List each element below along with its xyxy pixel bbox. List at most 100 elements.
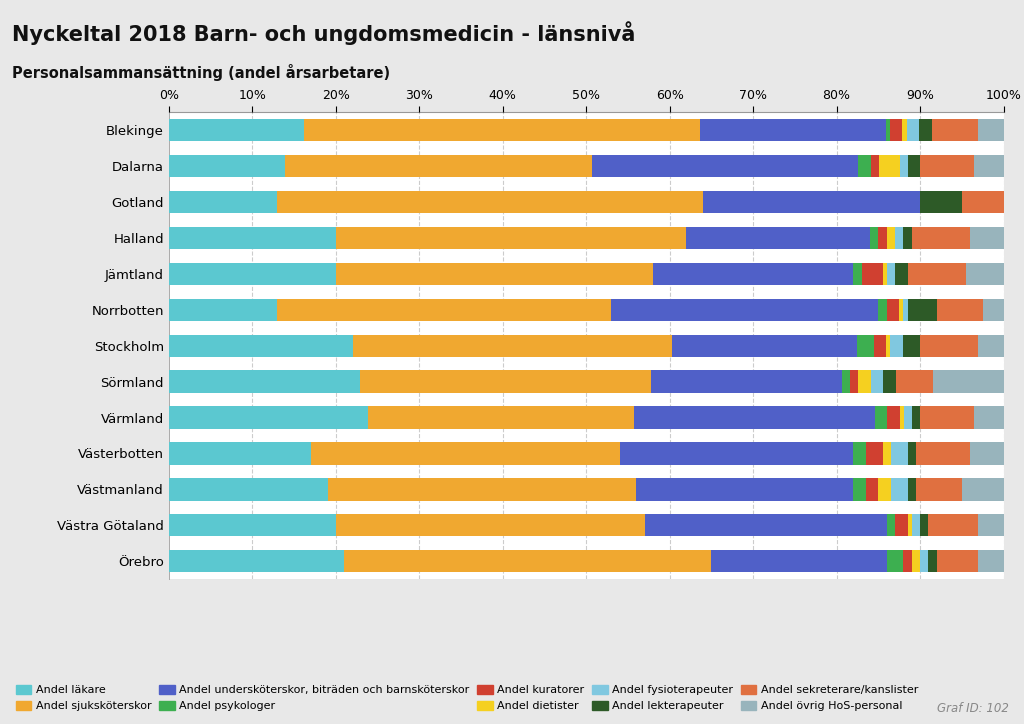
Text: Nyckeltal 2018 Barn- och ungdomsmedicin - länsnivå: Nyckeltal 2018 Barn- och ungdomsmedicin … [12,22,636,46]
Bar [890,119,902,141]
Bar [853,479,866,500]
Bar [870,227,879,249]
Bar [858,371,870,392]
Bar [712,550,887,573]
Bar [853,442,866,465]
Bar [911,550,920,573]
Bar [932,119,978,141]
Bar [169,119,304,141]
Bar [169,371,360,392]
Bar [895,514,907,536]
Bar [169,263,336,285]
Bar [970,227,1004,249]
Bar [978,334,1004,357]
Bar [979,550,1004,573]
Bar [920,334,978,357]
Bar [169,191,278,213]
Bar [896,371,933,392]
Bar [983,299,1004,321]
Legend: Andel läkare, Andel sjuksköterskor, Andel undersköterskor, biträden och barnsköt: Andel läkare, Andel sjuksköterskor, Ande… [15,685,919,711]
Bar [966,263,1004,285]
Bar [879,299,887,321]
Bar [672,334,857,357]
Bar [611,299,879,321]
Bar [879,155,900,177]
Bar [921,155,975,177]
Bar [929,550,937,573]
Bar [858,155,870,177]
Bar [886,334,890,357]
Bar [903,334,920,357]
Bar [907,263,966,285]
Bar [883,371,896,392]
Bar [915,479,962,500]
Bar [336,227,686,249]
Bar [873,334,886,357]
Bar [278,191,703,213]
Bar [879,479,891,500]
Bar [895,227,903,249]
Bar [850,371,858,392]
Bar [895,263,907,285]
Bar [891,442,907,465]
Bar [979,514,1004,536]
Bar [933,371,1004,392]
Bar [853,263,861,285]
Bar [891,479,907,500]
Bar [344,550,712,573]
Bar [886,119,890,141]
Bar [703,191,920,213]
Bar [686,227,870,249]
Bar [866,442,883,465]
Bar [353,334,672,357]
Bar [700,119,886,141]
Bar [634,406,874,429]
Bar [908,155,921,177]
Bar [912,406,921,429]
Bar [920,191,962,213]
Bar [975,155,1004,177]
Bar [870,155,879,177]
Bar [911,227,970,249]
Bar [593,155,858,177]
Bar [650,371,842,392]
Bar [887,299,899,321]
Bar [336,263,653,285]
Bar [903,299,907,321]
Bar [907,442,915,465]
Bar [962,191,1004,213]
Bar [900,406,904,429]
Bar [915,442,970,465]
Bar [887,550,903,573]
Bar [286,155,593,177]
Bar [169,299,278,321]
Bar [169,442,311,465]
Bar [636,479,853,500]
Bar [861,263,883,285]
Bar [921,406,975,429]
Bar [169,155,286,177]
Bar [304,119,700,141]
Bar [883,442,891,465]
Bar [900,155,908,177]
Bar [169,227,336,249]
Bar [929,514,979,536]
Bar [887,227,895,249]
Bar [904,406,912,429]
Text: Personalsammansättning (andel årsarbetare): Personalsammansättning (andel årsarbetar… [12,64,390,80]
Bar [883,263,887,285]
Bar [970,442,1004,465]
Bar [907,299,937,321]
Bar [899,299,903,321]
Bar [653,263,853,285]
Bar [937,550,979,573]
Bar [887,406,900,429]
Bar [336,514,645,536]
Bar [890,334,903,357]
Bar [328,479,636,500]
Bar [921,514,929,536]
Bar [874,406,887,429]
Bar [842,371,850,392]
Bar [903,550,911,573]
Bar [906,119,920,141]
